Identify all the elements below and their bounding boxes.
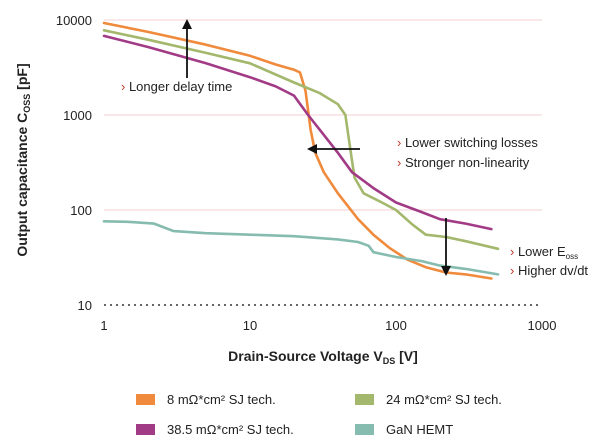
x-tick-label: 100 <box>385 318 407 333</box>
legend-label: GaN HEMT <box>386 422 453 437</box>
annotation-2: › Lower switching losses <box>397 135 538 150</box>
annotation-3: › Stronger non-linearity <box>397 155 530 170</box>
legend-item-4: GaN HEMT <box>355 422 453 437</box>
series-line-1 <box>102 21 493 280</box>
y-tick-label: 100 <box>70 203 92 218</box>
x-tick-label: 1 <box>100 318 107 333</box>
legend-item-1: 8 mΩ*cm² SJ tech. <box>136 392 276 407</box>
legend-label: 38.5 mΩ*cm² SJ tech. <box>167 422 294 437</box>
y-tick-label: 10000 <box>56 13 92 28</box>
legend-swatch <box>355 424 374 435</box>
legend-item-3: 38.5 mΩ*cm² SJ tech. <box>136 422 294 437</box>
legend-label: 8 mΩ*cm² SJ tech. <box>167 392 276 407</box>
legend-swatch <box>136 394 155 405</box>
arrow-up <box>182 19 192 78</box>
annotation-5: › Higher dv/dt <box>510 263 588 278</box>
legend-item-2: 24 mΩ*cm² SJ tech. <box>355 392 502 407</box>
x-tick-label: 10 <box>243 318 257 333</box>
annotation-1: › Longer delay time <box>121 79 232 94</box>
x-tick-label: 1000 <box>528 318 557 333</box>
legend-swatch <box>355 394 374 405</box>
y-tick-label: 1000 <box>63 108 92 123</box>
series-line-3 <box>102 34 493 231</box>
legend-swatch <box>136 424 155 435</box>
y-tick-label: 10 <box>78 298 92 313</box>
series-line-2 <box>102 29 500 251</box>
annotation-4: › Lower Eoss <box>510 244 578 261</box>
x-axis-title: Drain-Source Voltage VDS [V] <box>228 348 418 366</box>
series-line-4 <box>102 220 500 276</box>
arrow-left <box>307 144 360 154</box>
y-axis-title: Output capacitance COSS [pF] <box>14 63 32 256</box>
arrow-down <box>441 218 451 276</box>
legend-label: 24 mΩ*cm² SJ tech. <box>386 392 502 407</box>
